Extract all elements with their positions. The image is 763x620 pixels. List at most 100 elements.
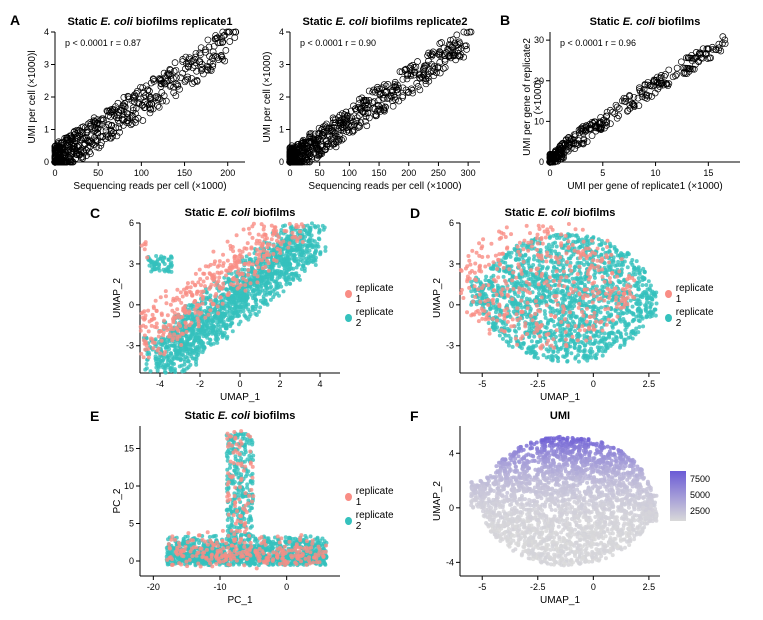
panel-a2: Static E. coli biofilms replicate2 p < 0… xyxy=(290,32,480,162)
legend-dot-icon xyxy=(345,517,352,525)
svg-text:-5: -5 xyxy=(478,379,486,389)
panel-a1-plot: 05010015020001234 xyxy=(55,32,245,162)
svg-text:-3: -3 xyxy=(446,341,454,351)
panel-c-legend: replicate 1 replicate 2 xyxy=(345,283,395,331)
svg-text:0: 0 xyxy=(591,379,596,389)
svg-text:3: 3 xyxy=(279,60,284,70)
panel-c-xlabel: UMAP_1 xyxy=(140,392,340,403)
svg-text:100: 100 xyxy=(134,168,149,178)
gradient-bar-icon xyxy=(670,471,686,521)
legend-item-rep2: replicate 2 xyxy=(345,307,395,329)
panel-d-ylabel: UMAP_2 xyxy=(432,223,443,373)
legend-dot-icon xyxy=(345,290,352,298)
svg-text:-4: -4 xyxy=(156,379,164,389)
svg-text:0: 0 xyxy=(44,157,49,167)
panel-f-ylabel: UMAP_2 xyxy=(432,426,443,576)
svg-text:6: 6 xyxy=(129,218,134,228)
legend-item-rep2: replicate 2 xyxy=(345,510,395,532)
panel-label-b: B xyxy=(500,12,510,28)
panel-f-plot: -5-2.502.5-404 xyxy=(460,426,660,576)
panel-c-ylabel: UMAP_2 xyxy=(112,223,123,373)
svg-text:3: 3 xyxy=(44,60,49,70)
panel-a1-xlabel: Sequencing reads per cell (×1000) xyxy=(55,181,245,192)
panel-a2-ylabel: UMI per cell (×1000) xyxy=(262,32,273,162)
panel-b-title: Static E. coli biofilms xyxy=(550,16,740,28)
panel-a2-xlabel: Sequencing reads per cell (×1000) xyxy=(290,181,480,192)
svg-text:15: 15 xyxy=(703,168,713,178)
panel-a2-plot: 05010015020025030001234 xyxy=(290,32,480,162)
svg-text:150: 150 xyxy=(372,168,387,178)
panel-label-e: E xyxy=(90,408,99,424)
panel-b-xlabel: UMI per gene of replicate1 (×1000) xyxy=(550,181,740,192)
panel-a2-title: Static E. coli biofilms replicate2 xyxy=(290,16,480,28)
svg-text:10: 10 xyxy=(651,168,661,178)
panel-f-xlabel: UMAP_1 xyxy=(460,595,660,606)
svg-text:1: 1 xyxy=(279,125,284,135)
svg-text:100: 100 xyxy=(342,168,357,178)
panel-a1-stats: p < 0.0001 r = 0.87 xyxy=(65,38,141,48)
panel-d-title: Static E. coli biofilms xyxy=(460,207,660,219)
panel-d-xlabel: UMAP_1 xyxy=(460,392,660,403)
panel-b-stats: p < 0.0001 r = 0.96 xyxy=(560,38,636,48)
panel-e-ylabel: PC_2 xyxy=(112,426,123,576)
panel-label-a: A xyxy=(10,12,20,28)
svg-text:-3: -3 xyxy=(126,341,134,351)
gradient-tick: 5000 xyxy=(690,487,710,503)
svg-text:-2: -2 xyxy=(196,379,204,389)
svg-text:300: 300 xyxy=(461,168,476,178)
svg-text:4: 4 xyxy=(317,379,322,389)
panel-d-plot: -5-2.502.5-3036 xyxy=(460,223,660,373)
svg-text:2: 2 xyxy=(277,379,282,389)
panel-e-legend: replicate 1 replicate 2 xyxy=(345,486,395,534)
svg-text:0: 0 xyxy=(449,300,454,310)
panel-e-xlabel: PC_1 xyxy=(140,595,340,606)
svg-text:0: 0 xyxy=(237,379,242,389)
panel-e-title: Static E. coli biofilms xyxy=(140,410,340,422)
svg-text:2: 2 xyxy=(44,92,49,102)
svg-text:0: 0 xyxy=(279,157,284,167)
panel-label-d: D xyxy=(410,205,420,221)
panel-a1-title: Static E. coli biofilms replicate1 xyxy=(55,16,245,28)
svg-text:3: 3 xyxy=(449,259,454,269)
svg-text:3: 3 xyxy=(129,259,134,269)
legend-dot-icon xyxy=(665,290,672,298)
gradient-tick: 7500 xyxy=(690,471,710,487)
panel-label-c: C xyxy=(90,205,100,221)
svg-text:-2.5: -2.5 xyxy=(530,379,546,389)
svg-text:0: 0 xyxy=(129,300,134,310)
svg-text:2.5: 2.5 xyxy=(643,379,656,389)
gradient-tick: 2500 xyxy=(690,503,710,519)
svg-text:150: 150 xyxy=(177,168,192,178)
legend-dot-icon xyxy=(345,314,352,322)
panel-c: Static E. coli biofilms -4-2024-3036 UMA… xyxy=(140,223,340,373)
panel-b-plot: 0510150102030 xyxy=(550,32,740,162)
svg-text:0: 0 xyxy=(547,168,552,178)
svg-text:50: 50 xyxy=(93,168,103,178)
panel-f-legend: 7500 5000 2500 xyxy=(670,471,686,521)
legend-item-rep1: replicate 1 xyxy=(345,486,395,508)
panel-e-plot: -20-100051015 xyxy=(140,426,340,576)
legend-item-rep1: replicate 1 xyxy=(345,283,395,305)
panel-label-f: F xyxy=(410,408,419,424)
svg-text:200: 200 xyxy=(401,168,416,178)
svg-text:0: 0 xyxy=(287,168,292,178)
svg-text:0: 0 xyxy=(52,168,57,178)
panel-f-title: UMI xyxy=(460,410,660,422)
svg-text:2: 2 xyxy=(279,92,284,102)
legend-item-rep2: replicate 2 xyxy=(665,307,715,329)
svg-text:4: 4 xyxy=(279,27,284,37)
legend-dot-icon xyxy=(665,314,672,322)
svg-text:1: 1 xyxy=(44,125,49,135)
figure-root: A Static E. coli biofilms replicate1 p <… xyxy=(10,10,753,610)
panel-a1-ylabel: UMI per cell (×1000)l xyxy=(27,32,38,162)
svg-text:200: 200 xyxy=(220,168,235,178)
svg-text:6: 6 xyxy=(449,218,454,228)
svg-text:5: 5 xyxy=(600,168,605,178)
svg-text:50: 50 xyxy=(315,168,325,178)
panel-b-ylabel: UMI per gene of replicate2 (×1000) xyxy=(522,32,544,162)
panel-a1: Static E. coli biofilms replicate1 p < 0… xyxy=(55,32,245,162)
panel-b: Static E. coli biofilms p < 0.0001 r = 0… xyxy=(550,32,740,162)
panel-d: Static E. coli biofilms -5-2.502.5-3036 … xyxy=(460,223,660,373)
panel-f: UMI -5-2.502.5-404 UMAP_2 UMAP_1 7500 50… xyxy=(460,426,660,576)
panel-c-title: Static E. coli biofilms xyxy=(140,207,340,219)
